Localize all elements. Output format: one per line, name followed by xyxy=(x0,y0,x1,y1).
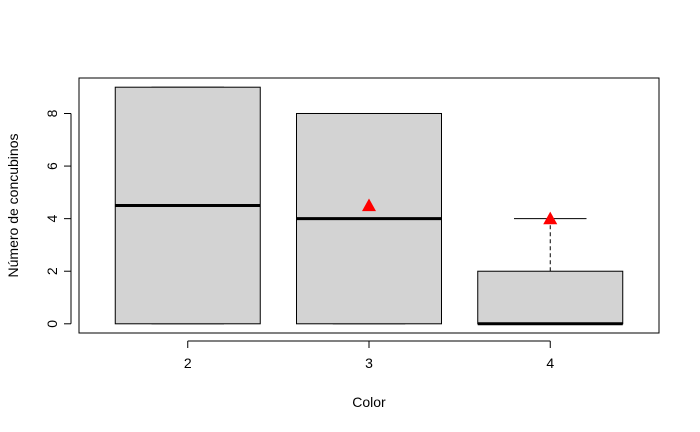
mean-marker-4 xyxy=(543,211,558,225)
y-tick-label: 2 xyxy=(44,267,60,275)
y-tick-label: 8 xyxy=(44,109,60,117)
box-4 xyxy=(477,218,624,326)
x-tick-label: 4 xyxy=(546,355,554,371)
x-axis-label: Color xyxy=(352,394,386,410)
box-3 xyxy=(296,112,442,325)
x-tick-label: 2 xyxy=(184,355,192,371)
y-axis-label: Número de concubinos xyxy=(5,134,21,278)
box-2 xyxy=(114,86,261,325)
y-tick-label: 6 xyxy=(44,162,60,170)
y-tick-label: 4 xyxy=(44,215,60,223)
means-layer xyxy=(362,198,558,225)
box-rect xyxy=(477,270,624,325)
plot-frame xyxy=(78,77,660,334)
mean-marker-3 xyxy=(362,198,376,212)
y-tick-label: 0 xyxy=(44,320,60,328)
boxes-layer xyxy=(114,86,624,326)
x-tick-label: 3 xyxy=(365,355,373,371)
x-axis: 2 3 4 xyxy=(184,340,554,371)
y-axis: 0 2 4 6 8 xyxy=(44,109,72,328)
